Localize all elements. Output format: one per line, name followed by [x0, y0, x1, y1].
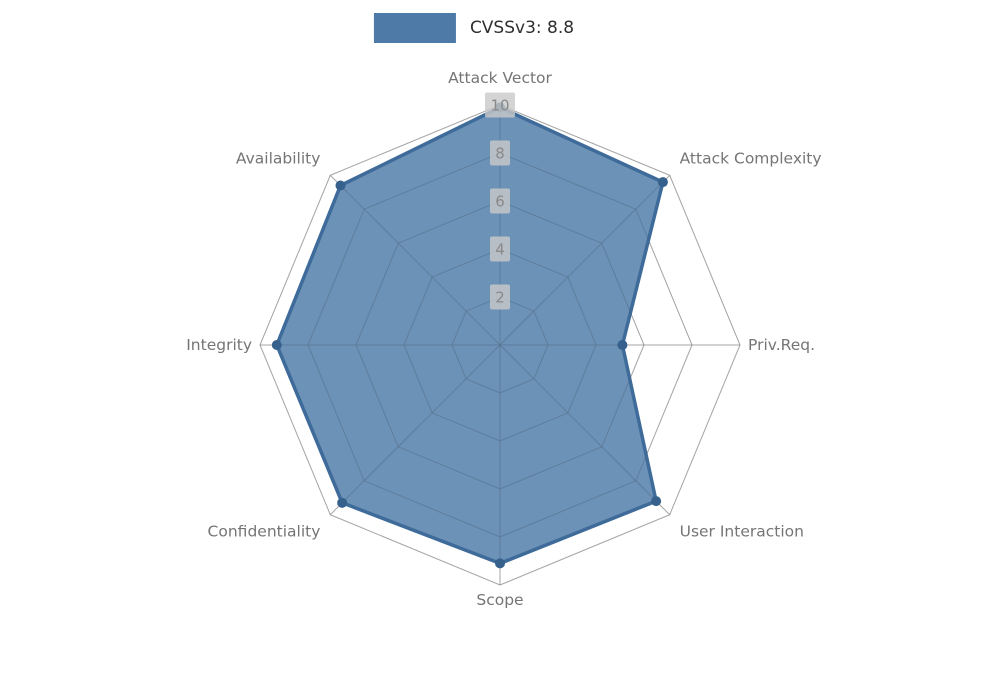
axis-spoke-overlay [499, 174, 671, 346]
grid-ring-overlay [259, 104, 741, 586]
axis-label: Scope [476, 591, 523, 609]
grid-ring-overlay [403, 248, 597, 442]
vertex-marker [657, 177, 668, 188]
tick-label: 10 [485, 92, 515, 118]
tick-label-text: 2 [495, 289, 505, 307]
tick-label-text: 6 [495, 193, 505, 211]
tick-label-box [490, 284, 510, 310]
legend-swatch [373, 13, 456, 43]
axis-spoke-overlay [329, 344, 501, 516]
axis-label: User Interaction [680, 523, 804, 541]
axis-label: Attack Vector [448, 69, 552, 87]
tick-label-box [485, 92, 515, 118]
vertex-marker [337, 497, 348, 508]
tick-label-text: 4 [495, 241, 505, 259]
grid-ring-overlay [355, 200, 645, 490]
vertex-marker [335, 180, 346, 191]
grid-ring-overlay [307, 152, 693, 538]
tick-label-box [490, 140, 510, 166]
grid-ring-overlay [451, 296, 549, 394]
axis-label: Confidentiality [208, 523, 321, 541]
tick-label-box [490, 236, 510, 262]
series-polygon [275, 105, 665, 566]
legend-label: CVSSv3: 8.8 [469, 18, 575, 38]
tick-label: 8 [490, 140, 510, 166]
axis-spoke-overlay [499, 344, 671, 516]
tick-label-box [490, 188, 510, 214]
tick-label: 2 [490, 284, 510, 310]
tick-label: 4 [490, 236, 510, 262]
axis-label: Attack Complexity [680, 149, 822, 167]
vertex-marker [651, 496, 662, 507]
tick-label: 6 [490, 188, 510, 214]
vertex-marker [617, 340, 628, 350]
axis-label: Integrity [186, 336, 252, 354]
vertex-marker [271, 340, 282, 350]
tick-label-text: 10 [490, 97, 509, 115]
tick-label-text: 8 [495, 145, 505, 163]
vertex-marker [495, 558, 505, 569]
axis-label: Priv.Req. [748, 336, 815, 354]
chart-legend: CVSSv3: 8.8 [373, 13, 575, 43]
axis-spoke-overlay [329, 174, 501, 346]
axis-label: Availability [236, 149, 321, 167]
